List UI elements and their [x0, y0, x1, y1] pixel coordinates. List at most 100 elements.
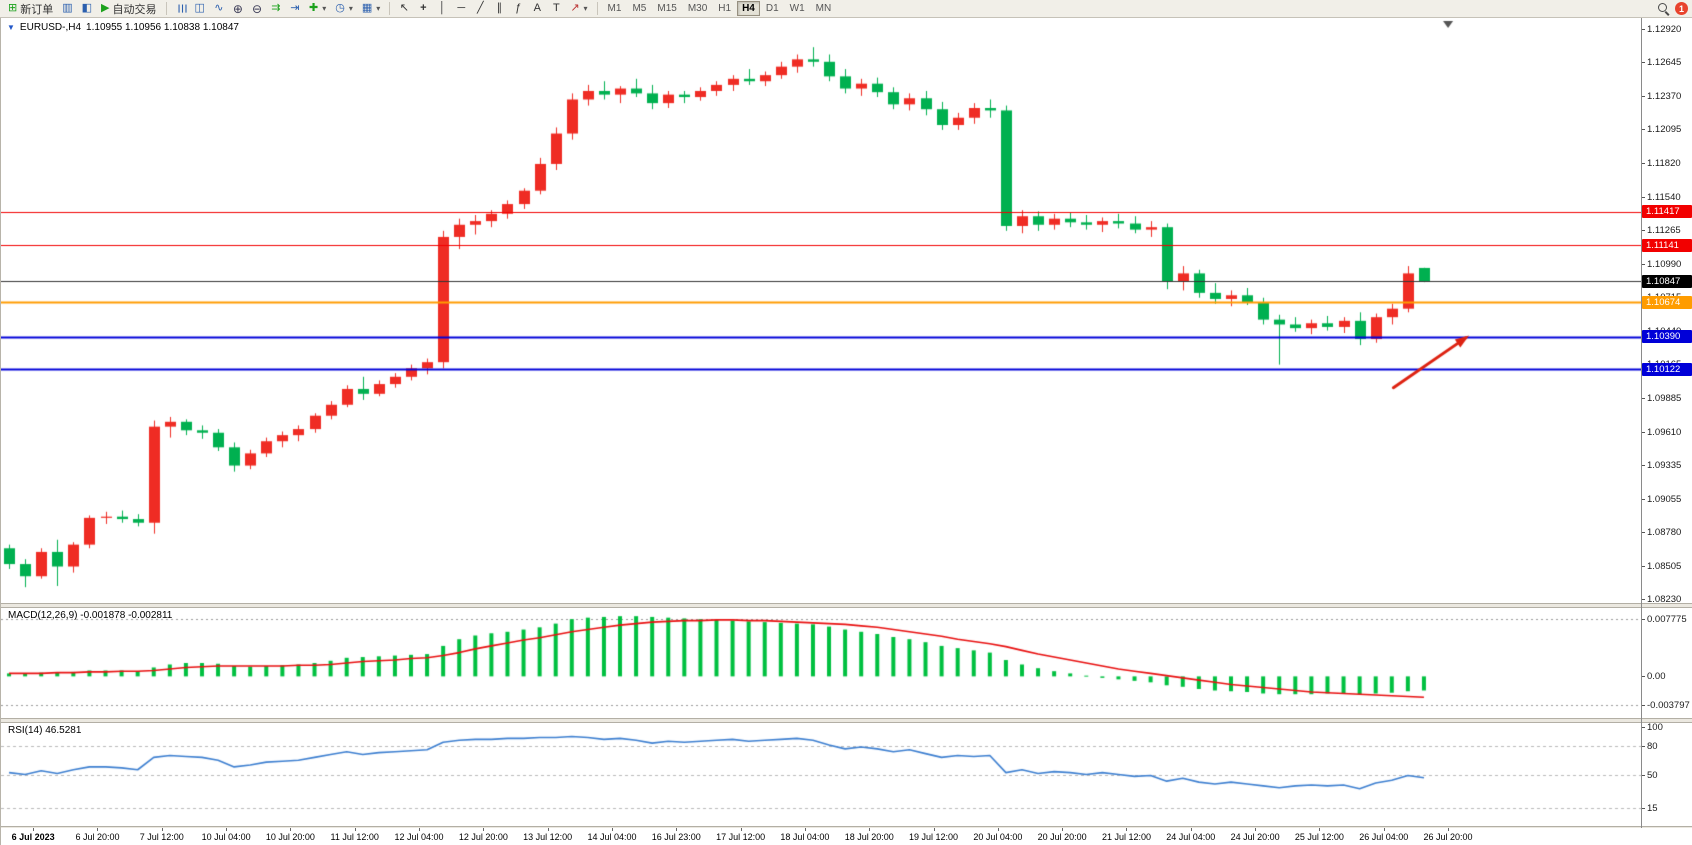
- cursor-tool-button[interactable]: ↖: [395, 1, 413, 17]
- price-axis-tick: [1641, 532, 1645, 534]
- periods-dropdown-button[interactable]: ◷ ▾: [331, 1, 357, 17]
- chart-shift-icon: ⇥: [290, 2, 300, 14]
- indicators-dropdown-button[interactable]: ✚ ▾: [305, 1, 330, 17]
- time-axis-label: 21 Jul 12:00: [1101, 832, 1152, 842]
- candlestick-chart-button[interactable]: ◫: [191, 1, 209, 17]
- main-toolbar: ⊞ 新订单 ▥ ◧ ▶ 自动交易 ☰ ◫ ∿ ⊕ ⊖ ⇉: [0, 0, 1692, 18]
- timeframe-button-M1[interactable]: M1: [607, 3, 622, 14]
- line-chart-button[interactable]: ∿: [210, 1, 228, 17]
- timeframe-button-W1[interactable]: W1: [789, 3, 805, 14]
- price-axis-label: 1.12645: [1647, 57, 1682, 69]
- bar-chart-button[interactable]: ☰: [172, 1, 190, 17]
- macd-pane: MACD(12,26,9) -0.001878 -0.002811 0.0077…: [1, 608, 1692, 718]
- autotrading-button[interactable]: ▶ 自动交易: [97, 1, 160, 17]
- channel-tool-button[interactable]: ∥: [490, 1, 508, 17]
- autotrading-icon: ▶: [101, 2, 110, 14]
- zoom-out-button[interactable]: ⊖: [248, 1, 266, 17]
- collapse-icon[interactable]: ▼: [7, 23, 15, 32]
- toolbar-separator: [596, 2, 598, 15]
- timeframe-button-M30[interactable]: M30: [687, 3, 708, 14]
- time-axis[interactable]: 6 Jul 2023 6 Jul 20:00 7 Jul 12:00 10 Jul 0…: [1, 828, 1692, 845]
- price-axis-tick: [1641, 398, 1645, 400]
- horizontal-line-icon: ─: [457, 2, 466, 14]
- market-watch-button[interactable]: ▥: [58, 1, 76, 17]
- rsi-axis-tick: [1641, 807, 1645, 809]
- navigator-icon: ◧: [81, 2, 93, 14]
- vertical-line-tool-button[interactable]: │: [433, 1, 451, 17]
- autotrading-label: 自动交易: [112, 3, 157, 16]
- arrows-dropdown-button[interactable]: ↗ ▾: [566, 1, 591, 17]
- notification-badge[interactable]: 1: [1675, 2, 1688, 15]
- macd-axis-label: -0.003797: [1647, 699, 1690, 711]
- trendline-tool-button[interactable]: ╱: [471, 1, 489, 17]
- zoom-in-button[interactable]: ⊕: [229, 1, 247, 17]
- macd-axis-tick: [1641, 618, 1645, 620]
- time-axis-tick: [611, 828, 613, 831]
- timeframe-toolbar: M1 M5 M15 M30 H1 H4 D1 W1 MN: [603, 1, 837, 16]
- text-label-icon: T: [552, 2, 560, 14]
- zoom-in-icon: ⊕: [232, 1, 243, 16]
- fibonacci-tool-button[interactable]: ƒ: [509, 1, 527, 17]
- price-line-label: 1.10122: [1642, 362, 1692, 376]
- indicators-icon: ✚: [309, 2, 319, 14]
- time-axis-label: 11 Jul 12:00: [330, 832, 379, 842]
- time-axis-tick: [161, 828, 163, 831]
- price-axis-tick: [1641, 230, 1645, 232]
- time-axis-tick: [676, 828, 678, 831]
- trendline-icon: ╱: [477, 2, 484, 14]
- price-line-label: 1.10674: [1642, 295, 1692, 309]
- timeframe-button-D1[interactable]: D1: [765, 3, 779, 14]
- price-chart-canvas[interactable]: [1, 18, 1641, 603]
- auto-scroll-button[interactable]: ⇉: [267, 1, 285, 17]
- price-axis-label: 1.09055: [1647, 494, 1682, 505]
- arrows-icon: ↗: [570, 2, 580, 14]
- navigator-button[interactable]: ◧: [78, 1, 96, 17]
- panel-separator[interactable]: [1, 603, 1692, 608]
- time-axis-label: 19 Jul 12:00: [909, 832, 959, 842]
- timeframe-button-M15[interactable]: M15: [657, 3, 677, 14]
- price-axis-label: 1.08780: [1647, 527, 1682, 539]
- time-axis-tick: [290, 828, 292, 831]
- vertical-line-icon: │: [438, 2, 446, 14]
- time-axis-tick: [1319, 828, 1321, 831]
- channel-icon: ∥: [496, 2, 503, 14]
- time-axis-label: 17 Jul 12:00: [716, 832, 766, 842]
- rsi-axis-label: 15: [1647, 802, 1658, 814]
- macd-axis-label: 0.007775: [1647, 613, 1687, 625]
- price-axis-label: 1.09885: [1647, 393, 1682, 405]
- time-axis-tick: [1255, 828, 1257, 831]
- horizontal-line-tool-button[interactable]: ─: [452, 1, 470, 17]
- toolbar-separator: [165, 2, 167, 15]
- price-axis-tick: [1641, 162, 1645, 164]
- ohlc-values: 1.10955 1.10956 1.10838 1.10847: [86, 22, 239, 33]
- text-label-tool-button[interactable]: T: [547, 1, 565, 17]
- cursor-icon: ↖: [399, 2, 409, 14]
- time-axis-tick: [804, 828, 806, 831]
- chart-shift-button[interactable]: ⇥: [286, 1, 304, 17]
- toolbar-separator: [389, 2, 391, 15]
- crosshair-tool-button[interactable]: +: [414, 1, 432, 17]
- price-axis-label: 1.11820: [1647, 157, 1681, 169]
- rsi-chart-canvas[interactable]: [1, 723, 1641, 826]
- panel-separator[interactable]: [1, 718, 1692, 723]
- price-axis-label: 1.11540: [1647, 191, 1681, 203]
- timeframe-button-MN[interactable]: MN: [815, 3, 832, 14]
- time-axis-label: 25 Jul 12:00: [1294, 832, 1344, 842]
- new-order-button[interactable]: ⊞ 新订单: [4, 1, 57, 17]
- price-axis-tick: [1641, 129, 1645, 131]
- time-axis-tick: [869, 828, 871, 831]
- macd-chart-canvas[interactable]: [1, 608, 1641, 718]
- time-axis-tick: [354, 828, 356, 831]
- price-line-label: 1.11141: [1642, 238, 1692, 252]
- templates-dropdown-button[interactable]: ▦ ▾: [358, 1, 384, 17]
- time-axis-label: 16 Jul 23:00: [651, 832, 701, 842]
- time-axis-tick: [33, 828, 35, 831]
- search-button[interactable]: [1653, 1, 1674, 17]
- timeframe-button-H1[interactable]: H1: [718, 3, 732, 14]
- macd-label: MACD(12,26,9) -0.001878 -0.002811: [8, 610, 173, 621]
- text-tool-button[interactable]: A: [528, 1, 546, 17]
- timeframe-button-H4[interactable]: H4: [737, 1, 760, 16]
- timeframe-button-M5[interactable]: M5: [632, 3, 647, 14]
- price-line-label: 1.11417: [1642, 205, 1692, 219]
- price-axis-tick: [1641, 431, 1645, 433]
